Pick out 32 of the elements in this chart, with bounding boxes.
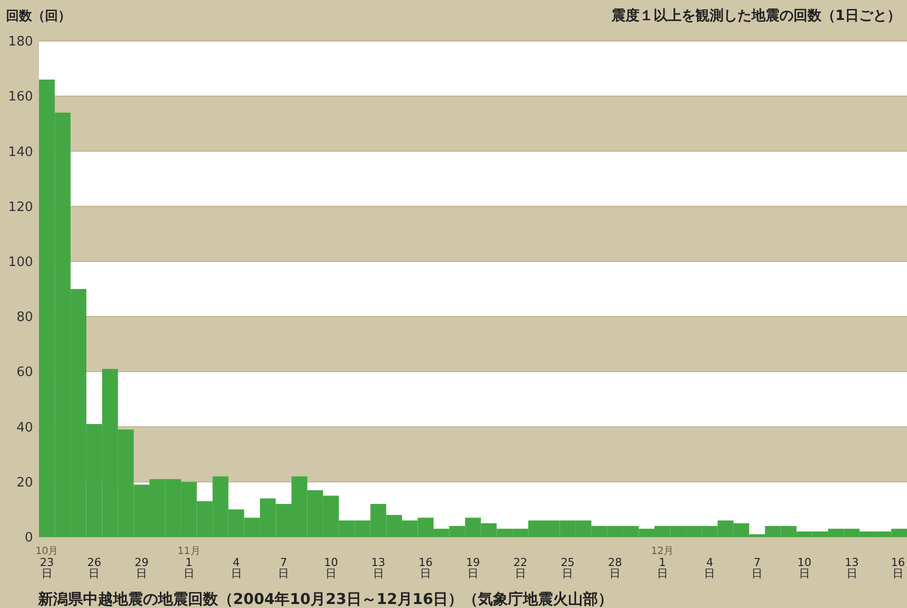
- x-tick-label: 28 日: [608, 556, 622, 580]
- x-tick-label: 12月 1 日: [651, 546, 674, 580]
- x-tick-label: 10 日: [797, 556, 812, 580]
- y-tick-label: 0: [24, 530, 33, 546]
- x-tick-label: 10月 23 日: [36, 546, 58, 580]
- y-axis-title: 回数（回）: [6, 9, 71, 24]
- x-tick-label: 22 日: [513, 556, 528, 580]
- x-tick-label: 10 日: [324, 556, 338, 580]
- x-tick-label: 13 日: [844, 556, 859, 580]
- x-tick-label: 13 日: [371, 556, 386, 580]
- y-tick-label: 140: [8, 144, 33, 160]
- y-tick-label: 80: [16, 310, 33, 326]
- y-tick-label: 60: [16, 365, 33, 380]
- chart-title: 震度１以上を観測した地震の回数（1日ごと）: [610, 7, 901, 24]
- x-tick-label: 16 日: [891, 556, 905, 580]
- x-tick-label: 16 日: [418, 556, 433, 580]
- x-tick-label: 26 日: [87, 556, 102, 580]
- y-tick-label: 180: [8, 34, 33, 50]
- y-tick-label: 40: [16, 420, 33, 436]
- y-tick-label: 100: [8, 254, 33, 270]
- x-tick-label: 4 日: [230, 556, 242, 580]
- x-tick-label: 7 日: [278, 556, 290, 580]
- y-tick-label: 120: [8, 200, 33, 215]
- x-tick-label: 7 日: [752, 556, 763, 580]
- x-tick-label: 29 日: [134, 556, 149, 580]
- x-tick-label: 25 日: [560, 556, 575, 580]
- x-tick-label: 19 日: [466, 556, 480, 580]
- y-tick-label: 20: [16, 475, 33, 490]
- y-tick-label: 160: [8, 90, 33, 105]
- x-tick-label: 4 日: [704, 556, 716, 580]
- text: 新潟県中越地震の地震回数（2004年10月23日～12月16日）（気象庁地震火山部）: [37, 590, 614, 608]
- x-tick-label: 11月 1 日: [178, 546, 200, 580]
